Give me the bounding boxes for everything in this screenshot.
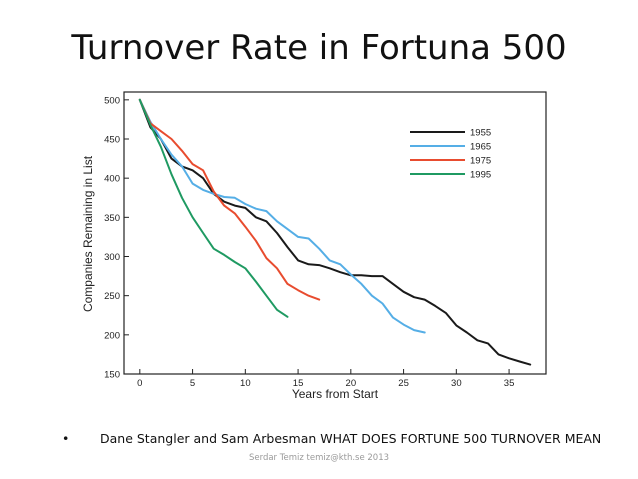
x-tick-label: 0 xyxy=(137,378,142,389)
x-tick-label: 15 xyxy=(293,378,304,389)
legend: 1955 1965 1975 1995 xyxy=(410,128,491,181)
y-tick-label: 150 xyxy=(104,370,120,381)
series-line-1955 xyxy=(138,98,532,366)
y-axis-label: Companies Remaining in List xyxy=(81,155,95,312)
x-tick-label: 35 xyxy=(504,378,515,389)
plot-frame xyxy=(123,91,547,375)
x-tick-label: 20 xyxy=(346,378,357,389)
x-axis-ticks: 0 5 10 15 20 25 30 35 xyxy=(137,369,514,389)
x-tick-label: 25 xyxy=(398,378,409,389)
bullet-marker: • xyxy=(62,431,70,446)
y-tick-label: 300 xyxy=(104,252,120,263)
footer-credit: Serdar Temiz temiz@kth.se 2013 xyxy=(248,453,390,463)
citation-bullet: • Dane Stangler and Sam Arbesman WHAT DOE… xyxy=(62,431,601,446)
y-tick-label: 400 xyxy=(104,174,120,185)
y-tick-label: 450 xyxy=(104,135,120,146)
y-axis-ticks: 150 200 250 300 350 400 450 500 xyxy=(104,95,129,381)
x-axis-label: Years from Start xyxy=(292,387,379,401)
slide-title: Turnover Rate in Fortuna 500 xyxy=(71,28,567,68)
x-tick-label: 30 xyxy=(451,378,462,389)
legend-label-1995: 1995 xyxy=(470,170,491,181)
legend-label-1955: 1955 xyxy=(470,128,491,139)
series-lines xyxy=(138,98,532,366)
legend-label-1965: 1965 xyxy=(470,142,491,153)
y-tick-label: 200 xyxy=(104,330,120,341)
series-line-1975 xyxy=(138,98,321,301)
bullet-text: Dane Stangler and Sam Arbesman WHAT DOES… xyxy=(100,431,602,446)
x-tick-label: 10 xyxy=(240,378,251,389)
y-tick-label: 350 xyxy=(104,213,120,224)
series-line-1965 xyxy=(138,98,426,334)
legend-label-1975: 1975 xyxy=(470,156,491,167)
y-tick-label: 500 xyxy=(104,95,120,106)
series-line-1995 xyxy=(138,98,289,318)
x-tick-label: 5 xyxy=(190,378,195,389)
y-tick-label: 250 xyxy=(104,291,120,302)
